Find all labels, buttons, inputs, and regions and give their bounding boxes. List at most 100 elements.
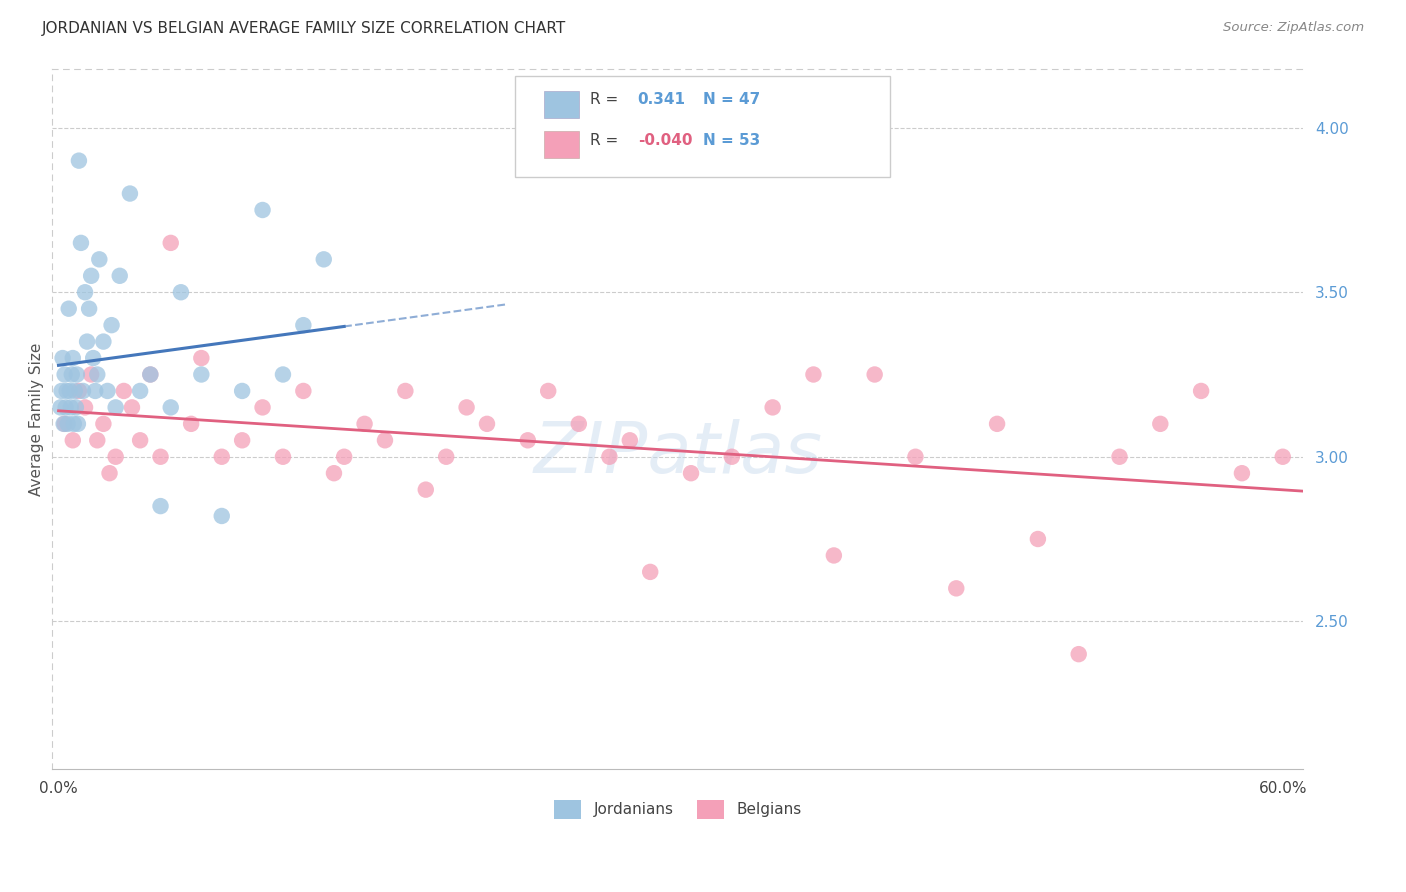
Point: [67, 384, 90, 398]
Point: [80, 368, 103, 382]
Point: [823, 549, 845, 563]
Point: [211, 450, 233, 464]
FancyBboxPatch shape: [544, 131, 579, 158]
Point: [55, 384, 77, 398]
Point: [312, 252, 335, 267]
Text: N = 47: N = 47: [703, 93, 761, 107]
FancyBboxPatch shape: [515, 76, 890, 178]
Point: [104, 401, 127, 415]
Point: [52, 417, 75, 431]
Point: [65, 401, 87, 415]
Text: -0.040: -0.040: [638, 133, 692, 148]
Point: [93, 417, 115, 431]
Point: [1230, 466, 1253, 480]
Point: [89, 252, 111, 267]
Point: [67, 153, 90, 168]
Point: [986, 417, 1008, 431]
Point: [76, 334, 98, 349]
Point: [86, 368, 108, 382]
Point: [537, 384, 560, 398]
Point: [271, 368, 294, 382]
Point: [415, 483, 437, 497]
Point: [945, 582, 967, 596]
Point: [863, 368, 886, 382]
Point: [638, 565, 661, 579]
Point: [59, 401, 82, 415]
Point: [394, 384, 416, 398]
Point: [118, 186, 141, 201]
Point: [129, 434, 152, 448]
Point: [73, 285, 96, 300]
Point: [252, 401, 274, 415]
Point: [108, 268, 131, 283]
Point: [190, 368, 212, 382]
Point: [149, 499, 172, 513]
Point: [139, 368, 162, 382]
Point: [49, 401, 72, 415]
Text: R =: R =: [591, 133, 619, 148]
Text: ZIPatlas: ZIPatlas: [533, 419, 823, 489]
Point: [59, 384, 82, 398]
Text: Source: ZipAtlas.com: Source: ZipAtlas.com: [1223, 21, 1364, 34]
Point: [252, 202, 274, 217]
Point: [52, 351, 75, 365]
Point: [803, 368, 825, 382]
Point: [323, 466, 346, 480]
Point: [190, 351, 212, 365]
Point: [434, 450, 457, 464]
Point: [598, 450, 620, 464]
Y-axis label: Average Family Size: Average Family Size: [30, 343, 44, 496]
Point: [231, 384, 253, 398]
Point: [762, 401, 785, 415]
Point: [516, 434, 538, 448]
Text: R =: R =: [591, 93, 619, 107]
Point: [353, 417, 375, 431]
Point: [62, 434, 84, 448]
Point: [292, 384, 315, 398]
Point: [159, 235, 181, 250]
Point: [159, 401, 181, 415]
Text: N = 53: N = 53: [703, 133, 761, 148]
Point: [70, 235, 93, 250]
Point: [60, 368, 83, 382]
Point: [53, 417, 76, 431]
Point: [63, 417, 86, 431]
Point: [721, 450, 744, 464]
Legend: Jordanians, Belgians: Jordanians, Belgians: [548, 794, 807, 825]
Point: [112, 384, 135, 398]
Point: [271, 450, 294, 464]
Point: [180, 417, 202, 431]
Point: [96, 384, 118, 398]
Point: [1271, 450, 1294, 464]
Point: [679, 466, 702, 480]
FancyBboxPatch shape: [544, 91, 579, 118]
Point: [93, 334, 115, 349]
Point: [170, 285, 193, 300]
Point: [211, 508, 233, 523]
Point: [904, 450, 927, 464]
Point: [51, 384, 73, 398]
Text: JORDANIAN VS BELGIAN AVERAGE FAMILY SIZE CORRELATION CHART: JORDANIAN VS BELGIAN AVERAGE FAMILY SIZE…: [42, 21, 567, 36]
Point: [100, 318, 122, 333]
Point: [73, 401, 96, 415]
Point: [58, 301, 80, 316]
Point: [72, 384, 94, 398]
Point: [84, 384, 107, 398]
Point: [63, 384, 86, 398]
Point: [77, 301, 100, 316]
Point: [53, 368, 76, 382]
Point: [475, 417, 498, 431]
Point: [55, 401, 77, 415]
Point: [66, 368, 89, 382]
Point: [1067, 647, 1090, 661]
Point: [374, 434, 396, 448]
Point: [1149, 417, 1171, 431]
Point: [66, 417, 89, 431]
Point: [1026, 532, 1049, 546]
Point: [80, 268, 103, 283]
Point: [333, 450, 356, 464]
Point: [292, 318, 315, 333]
Point: [568, 417, 591, 431]
Point: [98, 466, 121, 480]
Point: [456, 401, 478, 415]
